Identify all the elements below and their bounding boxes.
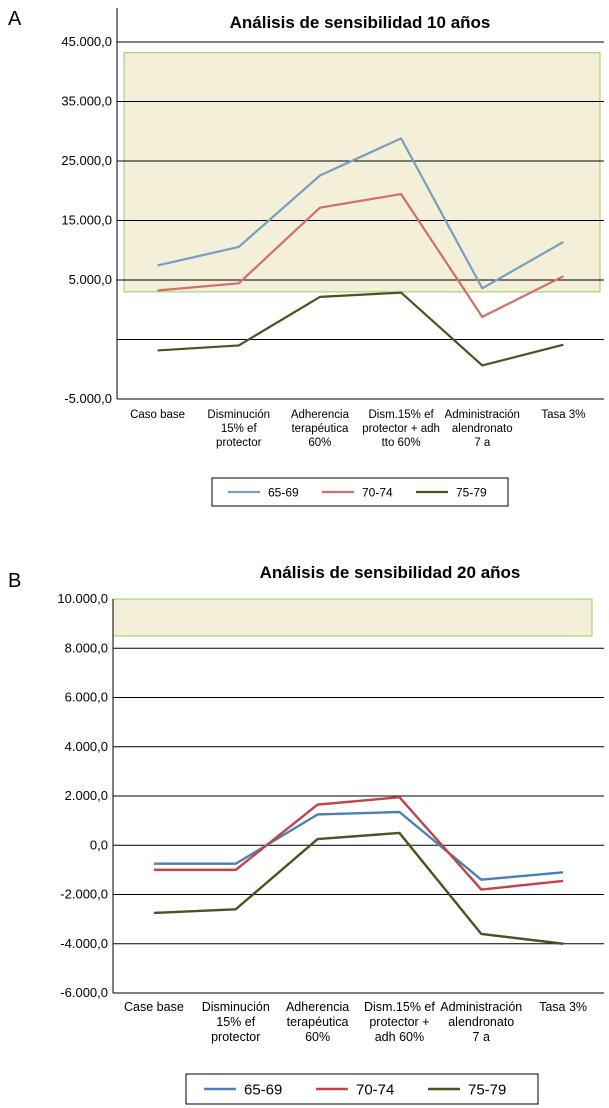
y-tick-label: 0,0 — [90, 837, 108, 852]
series-line-70-74 — [153, 796, 564, 891]
y-tick-label: 10.000,0 — [57, 591, 108, 606]
y-tick-label: 25.000,0 — [61, 153, 112, 168]
y-tick-label: 35.000,0 — [61, 94, 112, 109]
y-tick-label: 45.000,0 — [61, 34, 112, 49]
y-tick-label: -4.000,0 — [60, 936, 108, 951]
x-tick-label: Administración alendronato 7 a — [440, 1000, 522, 1044]
chart-a: Análisis de sensibilidad 10 años 45.000,0… — [61, 8, 604, 507]
chart-title: Análisis de sensibilidad 10 años — [230, 13, 491, 32]
panel-b-letter: B — [8, 570, 22, 592]
y-tick-label: -2.000,0 — [60, 887, 108, 902]
legend-label: 70-74 — [356, 1081, 394, 1098]
y-tick-label: 5.000,0 — [69, 272, 112, 287]
x-tick-label: Disminución 15% ef protector — [202, 1000, 270, 1044]
chart-b: Análisis de sensibilidad 20 años 10.000,0… — [57, 563, 604, 1105]
legend-label: 70-74 — [362, 485, 393, 499]
legend-box — [211, 477, 509, 507]
legend-label: 65-69 — [268, 485, 299, 499]
legend-label: 75-79 — [468, 1081, 506, 1098]
legend-label: 75-79 — [456, 485, 487, 499]
legend-box — [185, 1073, 539, 1105]
series-line-75-79 — [153, 831, 564, 945]
y-tick-label: 15.000,0 — [61, 213, 112, 228]
y-tick-label: 2.000,0 — [65, 788, 108, 803]
chart-title: Análisis de sensibilidad 20 años — [260, 563, 521, 582]
x-tick-label: Tasa 3% — [539, 1000, 587, 1014]
x-tick-label: Tasa 3% — [541, 409, 585, 421]
x-tick-label: Dism.15% ef protector + adh tto 60% — [362, 409, 440, 449]
x-tick-label: Dism.15% ef protector + adh 60% — [364, 1000, 435, 1044]
series-line-65-69 — [153, 810, 564, 881]
x-tick-label: Adherencia terapéutica 60% — [291, 409, 350, 449]
x-tick-label: Adherencia terapéutica 60% — [286, 1000, 349, 1044]
y-tick-label: -6.000,0 — [60, 985, 108, 1000]
y-tick-label: 4.000,0 — [65, 739, 108, 754]
x-tick-label: Caso base — [130, 409, 185, 421]
y-tick-label: 8.000,0 — [65, 640, 108, 655]
threshold-band — [123, 52, 601, 293]
threshold-band — [112, 598, 593, 637]
panel-a-letter: A — [8, 8, 22, 30]
series-line-65-69 — [157, 137, 564, 290]
legend-label: 65-69 — [244, 1081, 282, 1098]
x-tick-label: Disminución 15% ef protector — [207, 409, 270, 449]
x-tick-label: Case base — [124, 1000, 184, 1014]
series-line-70-74 — [157, 192, 564, 318]
series-line-75-79 — [157, 291, 564, 367]
y-tick-label: 6.000,0 — [65, 690, 108, 705]
y-tick-label: -5.000,0 — [64, 391, 112, 406]
x-tick-label: Administración alendronato 7 a — [445, 409, 520, 449]
